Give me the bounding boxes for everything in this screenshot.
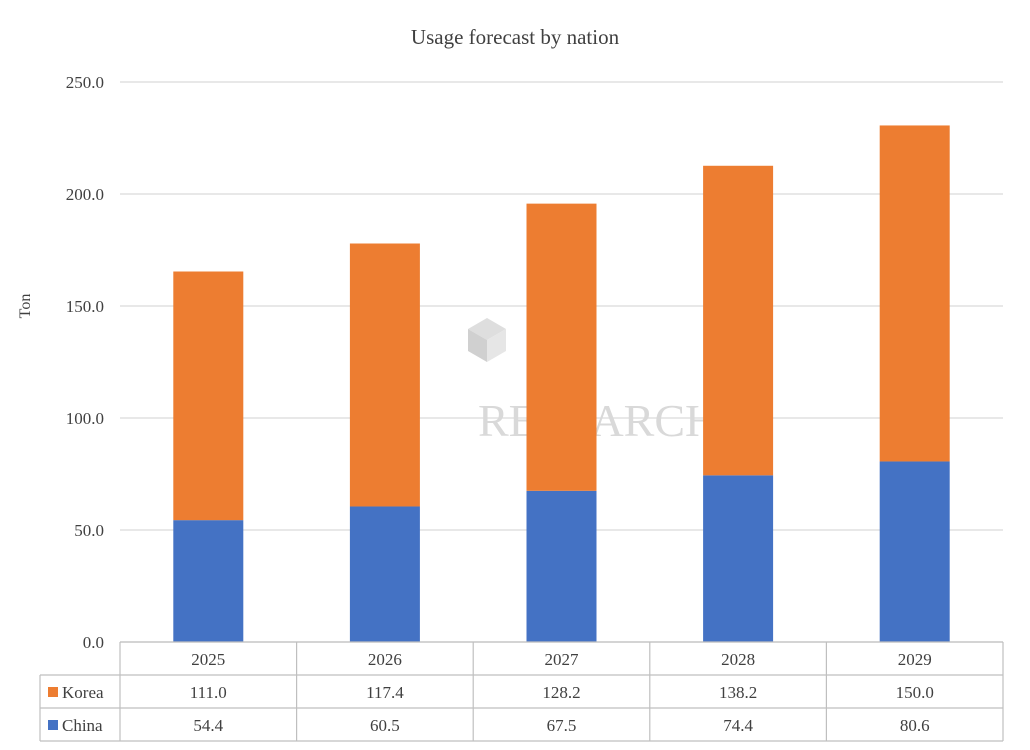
legend-swatch-china	[48, 720, 58, 730]
y-tick-labels: 0.0 50.0 100.0 150.0 200.0 250.0	[66, 73, 104, 652]
y-tick-label: 50.0	[74, 521, 104, 540]
watermark-logo-icon	[468, 318, 506, 362]
data-label: 138.2	[719, 683, 757, 702]
bar-china-2029	[879, 461, 950, 642]
watermark: RESEARCH	[468, 318, 718, 446]
data-label: 60.5	[370, 716, 400, 735]
watermark-text: RESEARCH	[478, 395, 718, 446]
bar-korea-2029	[879, 125, 950, 462]
bar-korea-2028	[703, 165, 774, 476]
chart-title: Usage forecast by nation	[411, 25, 620, 49]
y-tick-label: 150.0	[66, 297, 104, 316]
data-label: 128.2	[542, 683, 580, 702]
y-tick-label: 100.0	[66, 409, 104, 428]
data-label: 54.4	[193, 716, 223, 735]
x-tick-label: 2025	[191, 650, 225, 669]
x-tick-label: 2029	[898, 650, 932, 669]
bar-korea-2025	[173, 271, 244, 521]
x-tick-label: 2026	[368, 650, 402, 669]
bar-china-2028	[703, 475, 774, 642]
data-table: 2025 2026 2027 2028 2029 Korea 111.0 117.4 128.2…	[39, 641, 1004, 742]
data-label: 74.4	[723, 716, 753, 735]
data-label: 111.0	[190, 683, 227, 702]
data-label: 67.5	[547, 716, 577, 735]
bar-china-2025	[173, 520, 244, 642]
bar-china-2026	[349, 506, 420, 642]
data-label: 117.4	[366, 683, 404, 702]
data-label: 80.6	[900, 716, 930, 735]
bar-korea-2027	[526, 203, 597, 491]
bars	[173, 125, 950, 642]
x-tick-label: 2027	[545, 650, 580, 669]
bar-china-2027	[526, 490, 597, 642]
legend-label: China	[62, 716, 103, 735]
y-tick-label: 200.0	[66, 185, 104, 204]
x-tick-label: 2028	[721, 650, 755, 669]
data-label: 150.0	[896, 683, 934, 702]
bar-korea-2026	[349, 243, 420, 507]
y-tick-label: 250.0	[66, 73, 104, 92]
legend-swatch-korea	[48, 687, 58, 697]
y-axis-label: Ton	[17, 294, 34, 319]
legend-label: Korea	[62, 683, 104, 702]
y-tick-label: 0.0	[83, 633, 104, 652]
